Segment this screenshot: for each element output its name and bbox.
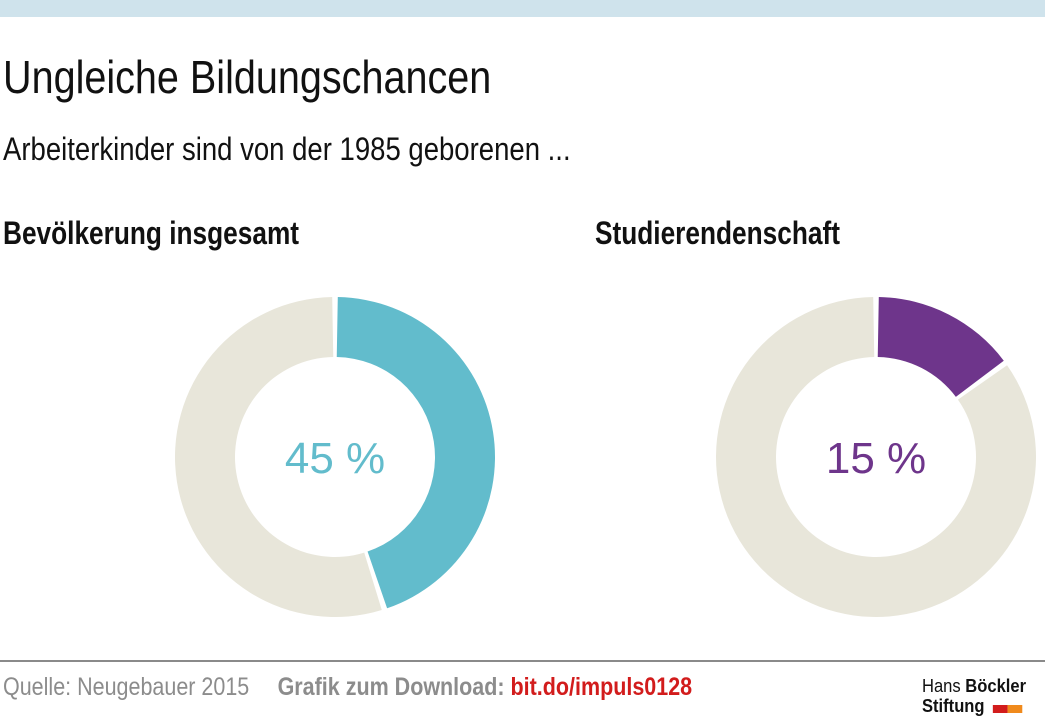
- logo-line-2: Stiftung: [922, 696, 1032, 717]
- chart-title-students: Studierendenschaft: [595, 215, 840, 251]
- page-title: Ungleiche Bildungschancen: [3, 51, 492, 103]
- logo-line-1: Hans Böckler: [922, 676, 1032, 696]
- logo-boeckler: Böckler: [965, 676, 1027, 696]
- donut-chart-students: 15 %: [716, 297, 1036, 617]
- center-value-label: 15 %: [826, 434, 926, 483]
- footer: Quelle: Neugebauer 2015 Grafik zum Downl…: [3, 673, 693, 702]
- hans-boeckler-stiftung-logo: Hans Böckler Stiftung: [922, 676, 1032, 717]
- download-label: Grafik zum Download:: [277, 673, 505, 701]
- logo-stiftung: Stiftung: [922, 696, 985, 716]
- download-link[interactable]: bit.do/impuls0128: [510, 673, 693, 701]
- page-subtitle: Arbeiterkinder sind von der 1985 geboren…: [3, 131, 571, 167]
- logo-hans: Hans: [922, 676, 961, 696]
- donut-slice-remainder: [716, 297, 1036, 617]
- source-text: Quelle: Neugebauer 2015: [3, 673, 250, 701]
- donut-chart-population: 45 %: [174, 297, 495, 617]
- top-bar: [0, 0, 1045, 17]
- footer-divider: [0, 660, 1045, 662]
- center-value-label: 45 %: [285, 434, 385, 483]
- donut-slice-highlight: [877, 297, 1004, 397]
- donut-slice-highlight: [336, 297, 495, 609]
- logo-color-bar-icon: [992, 697, 1023, 717]
- chart-title-population: Bevölkerung insgesamt: [3, 215, 300, 251]
- donut-slice-remainder: [174, 297, 382, 617]
